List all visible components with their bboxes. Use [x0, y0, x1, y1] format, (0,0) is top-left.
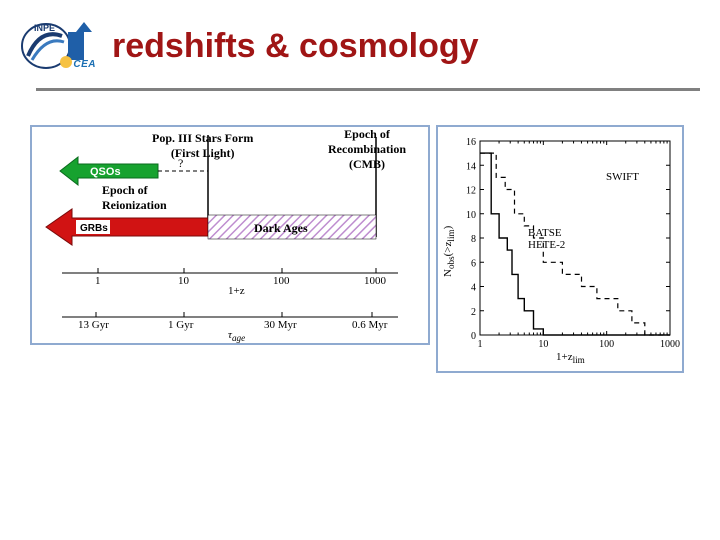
axis2-label: τage: [228, 329, 245, 343]
timeline-diagram: QSOs ? GRBs: [30, 125, 430, 345]
svg-text:1: 1: [478, 339, 483, 350]
divider: [36, 88, 700, 91]
recombination-label: Epoch ofRecombination(CMB): [328, 127, 406, 172]
svg-text:10: 10: [538, 339, 548, 350]
svg-text:10: 10: [466, 210, 476, 221]
svg-text:12: 12: [466, 186, 476, 197]
svg-text:INPE: INPE: [34, 23, 55, 33]
swift-label: SWIFT: [606, 171, 639, 183]
svg-text:100: 100: [599, 339, 614, 350]
axis1-label: 1+z: [228, 285, 245, 297]
svg-text:2: 2: [471, 307, 476, 318]
figure-row: QSOs ? GRBs: [30, 125, 720, 373]
inpe-cea-logo: INPE CEA: [20, 18, 98, 74]
xlabel: 1+zlim: [556, 351, 585, 365]
cea-badge: CEA: [73, 59, 96, 70]
svg-text:16: 16: [466, 137, 476, 148]
batse-label: BATSEHETE-2: [528, 227, 565, 251]
svg-text:8: 8: [471, 234, 476, 245]
svg-text:0: 0: [471, 331, 476, 342]
grbs-arrow: GRBs: [46, 209, 208, 245]
svg-text:14: 14: [466, 161, 476, 172]
qsos-arrow: QSOs: [60, 157, 158, 185]
axis-1plusz: [98, 268, 376, 273]
ylabel: Nobs(>zlim): [442, 226, 456, 277]
axis-tau: [96, 312, 372, 317]
svg-text:GRBs: GRBs: [80, 223, 108, 234]
page-title: redshifts & cosmology: [112, 27, 479, 66]
popIII-label: Pop. III Stars Form(First Light): [152, 131, 253, 161]
nobs-chart: 0 2 4 6 8 10 12 14 16 1 10 100 1000 SWIFT BATSEHETE…: [436, 125, 684, 373]
reionization-label: Epoch ofReionization: [102, 183, 167, 213]
svg-text:4: 4: [471, 283, 476, 294]
svg-text:1000: 1000: [660, 339, 680, 350]
svg-text:QSOs: QSOs: [90, 166, 121, 178]
svg-text:6: 6: [471, 258, 476, 269]
dark-ages-label: Dark Ages: [254, 221, 308, 236]
